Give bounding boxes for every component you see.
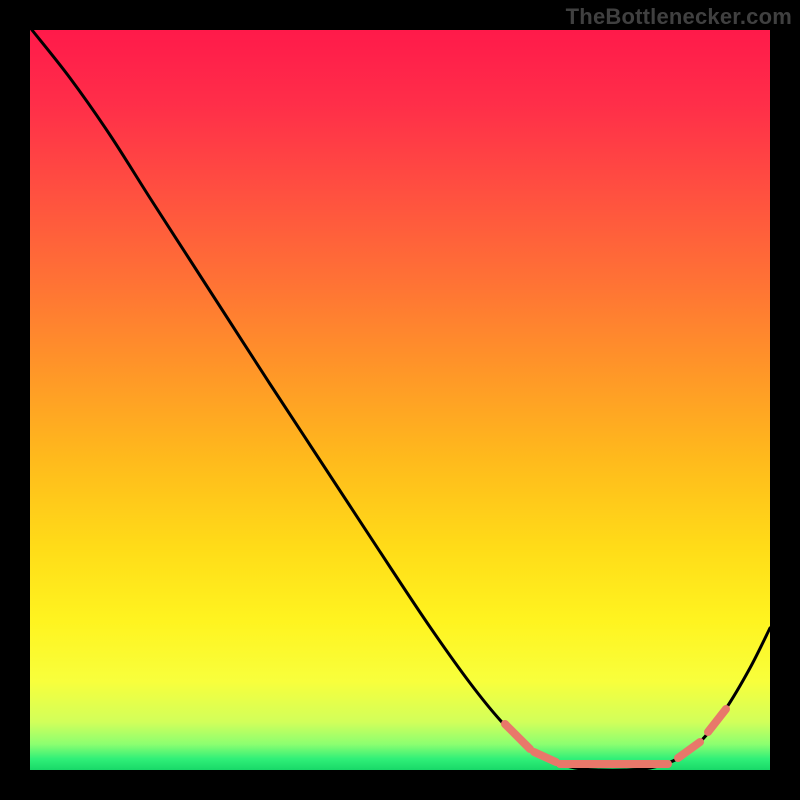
watermark-text: TheBottlenecker.com bbox=[566, 4, 792, 30]
chart-container: TheBottlenecker.com bbox=[0, 0, 800, 800]
gradient-plot-area bbox=[30, 30, 770, 770]
bottleneck-chart bbox=[0, 0, 800, 800]
